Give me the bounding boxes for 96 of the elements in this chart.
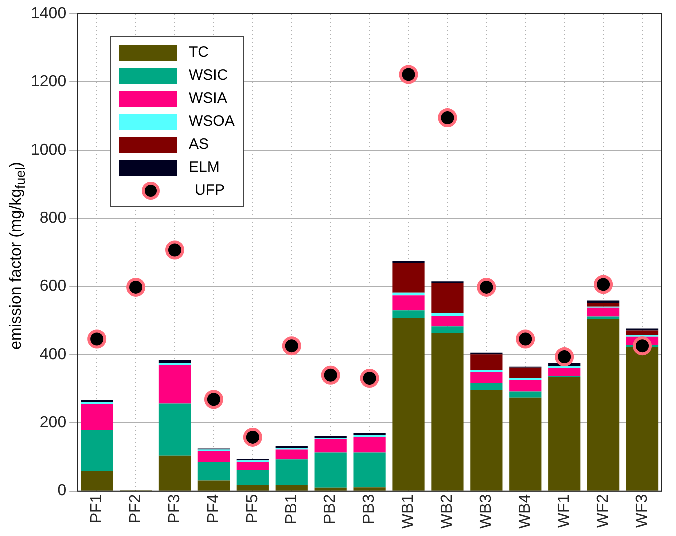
bar <box>470 354 503 370</box>
bar <box>81 400 114 402</box>
bar <box>626 347 659 491</box>
legend-label: WSIA <box>189 90 228 107</box>
legend-label: UFP <box>195 182 225 199</box>
x-tick-label: PF1 <box>88 494 106 524</box>
x-tick-label: WF3 <box>634 494 651 528</box>
bar <box>198 451 230 462</box>
point <box>438 108 458 128</box>
bar <box>548 368 581 376</box>
x-tick-label: PF3 <box>166 494 184 524</box>
point <box>321 366 340 385</box>
legend-label: AS <box>189 136 210 153</box>
point <box>477 278 496 297</box>
x-tick-label: PF4 <box>205 494 222 524</box>
bar <box>81 472 114 491</box>
y-tick-label: 1400 <box>31 5 67 22</box>
point <box>633 336 652 356</box>
bar <box>510 368 542 378</box>
point <box>165 240 184 260</box>
x-tick-label: WB4 <box>517 494 534 529</box>
bar <box>276 446 308 448</box>
bar <box>510 392 542 398</box>
bar <box>236 462 269 471</box>
legend-label: ELM <box>189 159 220 176</box>
bar <box>236 486 269 491</box>
x-tick-label: PB3 <box>361 494 378 525</box>
bar <box>276 485 308 491</box>
point <box>204 390 224 410</box>
x-tick-label: PB1 <box>283 494 300 525</box>
y-tick-label: 400 <box>40 346 67 364</box>
bar <box>470 372 503 384</box>
bar <box>158 404 192 456</box>
bar <box>276 450 308 460</box>
y-tick-label: 0 <box>58 482 67 500</box>
bar <box>432 283 464 314</box>
point <box>88 330 107 349</box>
bar <box>314 452 347 488</box>
y-tick-label: 1000 <box>31 142 67 159</box>
legend-label: WSIC <box>189 67 228 84</box>
x-tick-label: PF2 <box>127 494 144 524</box>
bar <box>548 377 581 491</box>
bar <box>510 398 542 491</box>
bar <box>314 440 347 453</box>
x-tick-label: WF2 <box>594 494 612 528</box>
point <box>282 336 302 356</box>
bar <box>588 319 620 491</box>
bar <box>432 313 464 316</box>
x-tick-label: PB2 <box>322 494 340 525</box>
x-tick-label: WB3 <box>478 494 496 529</box>
bar <box>588 308 620 317</box>
bar <box>198 480 230 491</box>
point <box>516 330 536 349</box>
bar <box>588 300 620 304</box>
bar <box>81 430 114 472</box>
bar <box>432 316 464 327</box>
y-tick-label: 800 <box>40 210 67 227</box>
bar <box>354 437 386 453</box>
point <box>126 278 146 297</box>
bar <box>510 380 542 392</box>
bar <box>392 296 425 311</box>
legend-label: TC <box>189 44 209 61</box>
bar <box>81 404 114 430</box>
x-tick-label: PF5 <box>244 494 262 524</box>
bar <box>314 488 347 491</box>
bar <box>354 488 386 491</box>
bar <box>470 390 503 491</box>
x-tick-label: WF1 <box>556 494 574 528</box>
bar <box>470 383 503 390</box>
point <box>594 275 614 294</box>
bar <box>392 263 425 293</box>
bar <box>392 292 425 296</box>
bar <box>158 366 192 404</box>
x-tick-label: WB2 <box>439 494 456 529</box>
bar <box>432 333 464 491</box>
x-tick-label: WB1 <box>400 494 418 529</box>
bar <box>392 318 425 491</box>
y-tick-label: 200 <box>40 414 67 432</box>
bar <box>158 456 192 491</box>
y-tick-label: 1200 <box>31 74 67 91</box>
bar <box>392 310 425 318</box>
bar <box>626 330 659 336</box>
point <box>555 347 574 366</box>
bar <box>158 360 192 364</box>
bar <box>158 363 192 366</box>
bar <box>276 460 308 486</box>
bar <box>236 470 269 486</box>
point <box>243 428 262 447</box>
point <box>399 65 418 84</box>
point <box>360 368 380 388</box>
bar <box>432 326 464 334</box>
bar <box>588 303 620 307</box>
bar <box>354 452 386 488</box>
legend-label: WSOA <box>189 113 235 130</box>
y-tick-label: 600 <box>40 278 67 296</box>
bar <box>198 462 230 481</box>
